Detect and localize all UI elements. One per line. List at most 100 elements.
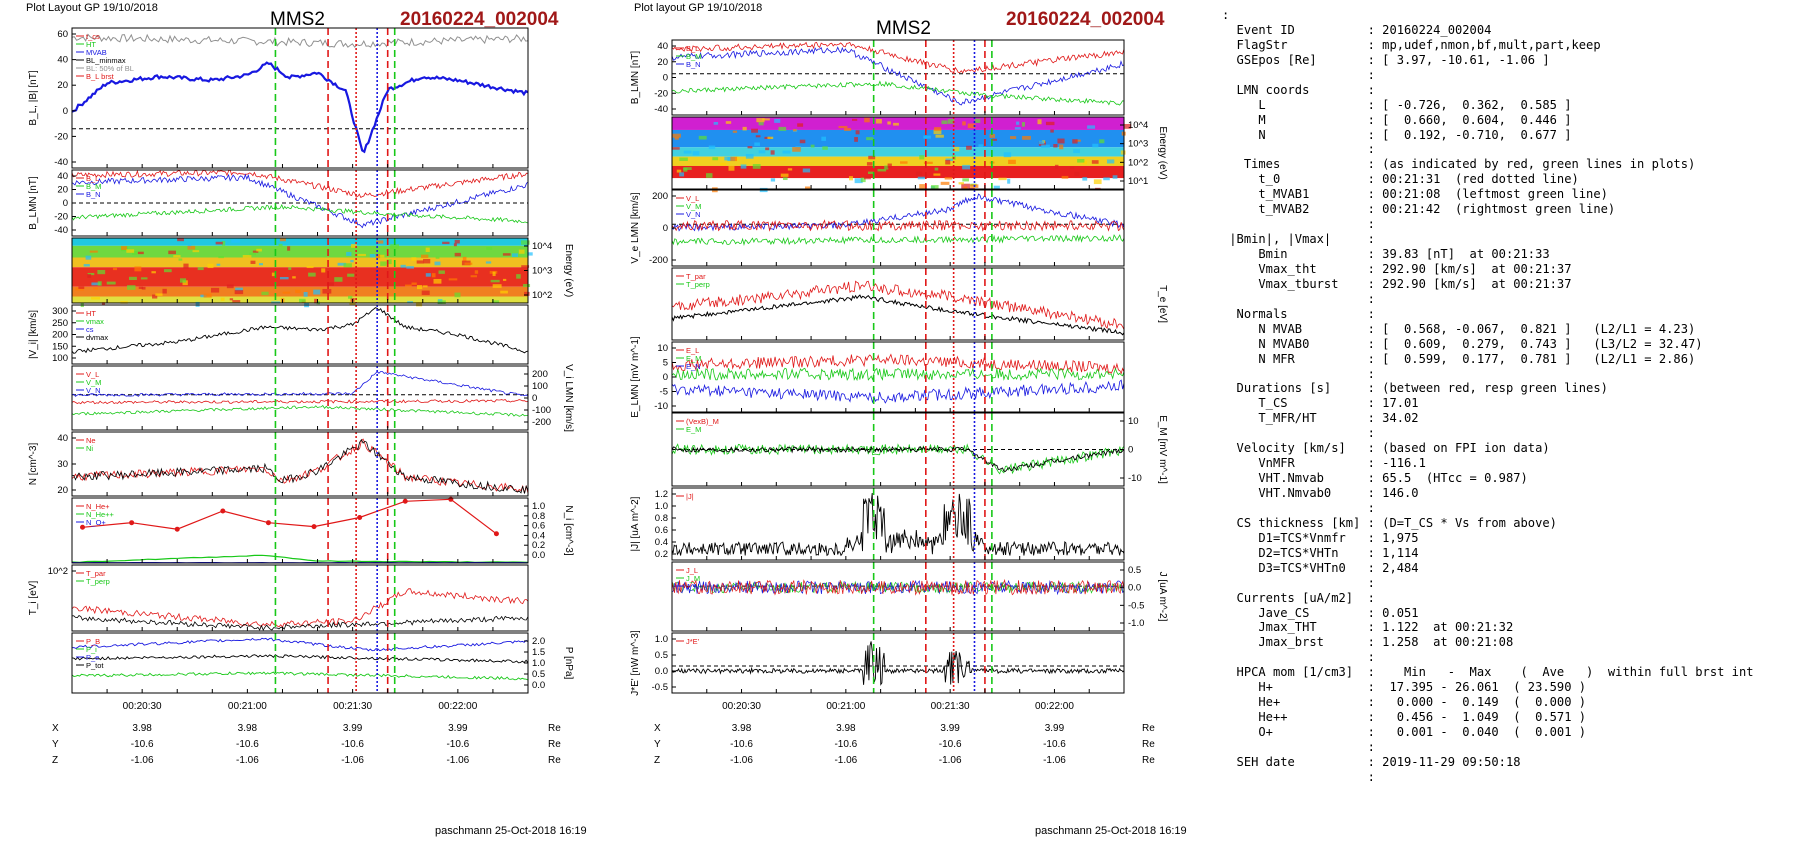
ion-spectrogram-speckle <box>416 285 423 290</box>
ion-spectrogram-speckle <box>299 298 306 303</box>
ion-spectrogram-speckle <box>91 297 101 300</box>
electron-spectrogram-speckle <box>854 178 863 184</box>
ion-spectrogram-speckle <box>249 252 256 256</box>
y-tick-label: 60 <box>57 29 68 40</box>
y-tick-label: 0.4 <box>532 530 545 541</box>
ephemeris-value: -1.06 <box>939 755 962 766</box>
ephemeris-value: 3.98 <box>238 723 258 734</box>
ion-spectrogram-speckle <box>106 281 116 285</box>
info-line: Vmax_tburst : 292.90 [km/s] at 00:21:37 <box>1222 276 1572 291</box>
info-line: Jmax_THT : 1.122 at 00:21:32 <box>1222 620 1514 635</box>
electron-spectrogram-speckle <box>945 158 953 162</box>
middle-panel-ve-lmn: 200 0 -200 V_e LMN [km/s] V_LV_MV_N <box>630 189 1125 267</box>
electron-spectrogram-speckle <box>958 182 964 185</box>
ion-spectrogram-speckle <box>93 287 99 290</box>
y-tick-label: 100 <box>532 381 548 392</box>
ni-line <box>71 438 529 494</box>
middle-panel-jdote: 1.0 0.5 0.0 -0.5 J*E' [nW m^-3] J*E' <box>630 630 1125 696</box>
y-tick-label: 250 <box>52 318 68 329</box>
ion-spectrogram-speckle <box>425 273 431 277</box>
electron-spectrogram-speckle <box>887 121 891 125</box>
y-tick-label: 20 <box>57 80 68 91</box>
y-tick-label: 0 <box>1128 445 1133 456</box>
y-tick-label: 1.0 <box>655 634 668 645</box>
electron-spectrogram-speckle <box>758 150 766 154</box>
ion-spectrogram-speckle <box>520 240 530 245</box>
y-tick-label: 0.0 <box>1128 583 1141 594</box>
ion-spectrogram-speckle <box>400 264 406 268</box>
legend-label: MVAB <box>86 48 107 57</box>
ion-spectrogram-speckle <box>407 301 414 304</box>
ion-spectrogram-speckle <box>221 240 226 246</box>
electron-spectrogram-speckle <box>931 185 939 190</box>
info-line: H+ : 17.395 - 26.061 ( 23.590 ) <box>1222 680 1587 695</box>
time-tick-label: 00:22:00 <box>438 701 477 712</box>
ion-spectrogram-speckle <box>101 302 105 305</box>
legend-label: V_N <box>686 210 701 219</box>
info-line: CS thickness [km] : (D=T_CS * Vs from ab… <box>1222 515 1557 530</box>
y-tick-label: -200 <box>532 417 551 428</box>
ephemeris-value: 3.98 <box>132 723 152 734</box>
left-spacecraft-title: MMS2 <box>270 9 325 30</box>
y-tick-label: -20 <box>54 212 68 223</box>
en-line <box>671 379 1125 404</box>
electron-spectrogram-speckle <box>866 162 873 166</box>
electron-spectrogram-speckle <box>1072 139 1078 144</box>
info-line: SEH date : 2019-11-29 09:50:18 <box>1222 754 1521 769</box>
info-line: : <box>1222 769 1375 784</box>
info-line: Jave_CS : 0.051 <box>1222 605 1419 620</box>
info-line: He++ : 0.456 - 1.049 ( 0.571 ) <box>1222 710 1587 725</box>
y-axis-label: N_i [cm^-3] <box>563 505 574 555</box>
ion-spectrogram-speckle <box>437 300 446 305</box>
y-tick-label: 0 <box>63 106 68 117</box>
ion-spectrogram-speckle <box>454 239 460 244</box>
electron-spectrogram-band <box>672 147 1124 157</box>
y-tick-label: 200 <box>532 369 548 380</box>
ion-spectrogram-speckle <box>308 272 316 277</box>
ion-spectrogram-speckle <box>231 239 241 243</box>
y-tick-label: 1.0 <box>655 501 668 512</box>
y-axis-label: E_M [mV m^-1] <box>1157 415 1168 484</box>
electron-spectrogram-speckle <box>754 142 760 146</box>
y-tick-label: 30 <box>57 459 68 470</box>
electron-spectrogram-speckle <box>752 164 761 169</box>
electron-spectrogram-speckle <box>683 167 688 172</box>
electron-spectrogram-speckle <box>1053 144 1058 148</box>
ion-spectrogram-speckle <box>232 300 241 303</box>
legend-label: t_cs <box>86 32 100 41</box>
ion-spectrogram-speckle <box>416 260 424 264</box>
ephemeris-value: -1.06 <box>730 755 753 766</box>
y-axis-label: V_i LMN [km/s] <box>563 364 574 432</box>
electron-spectrogram-speckle <box>844 128 852 131</box>
ephemeris-value: -1.06 <box>341 755 364 766</box>
ion-spectrogram-speckle <box>516 274 521 279</box>
y-tick-label: 1.2 <box>655 489 668 500</box>
ion-spectrogram-speckle <box>151 271 156 274</box>
electron-spectrogram-speckle <box>989 133 996 138</box>
electron-spectrogram-speckle <box>679 172 685 177</box>
y-tick-label: 5 <box>663 358 668 369</box>
ion-spectrogram-speckle <box>454 292 461 298</box>
electron-spectrogram-speckle <box>864 117 870 123</box>
electron-spectrogram-speckle <box>765 147 770 151</box>
info-line: : <box>1222 8 1230 22</box>
ne-line <box>71 438 529 494</box>
info-line: : <box>1222 142 1375 157</box>
electron-spectrogram-speckle <box>774 118 781 123</box>
ion-spectrogram-speckle <box>91 282 101 286</box>
legend-label: E_M <box>686 425 701 434</box>
ion-spectrogram-speckle <box>234 289 244 295</box>
ion-spectrogram-speckle <box>128 276 137 281</box>
legend-label: P_i <box>86 645 97 654</box>
y-tick-label: 0.5 <box>1128 565 1141 576</box>
electron-spectrogram-speckle <box>993 185 1000 191</box>
legend-label: E_M <box>686 354 701 363</box>
info-line: Currents [uA/m2] : <box>1222 590 1375 605</box>
electron-spectrogram-band <box>672 129 1124 148</box>
legend-label: J_M <box>686 574 700 583</box>
electron-spectrogram-speckle <box>1093 179 1102 185</box>
electron-spectrogram-speckle <box>1041 144 1050 148</box>
electron-spectrogram-speckle <box>810 144 815 148</box>
